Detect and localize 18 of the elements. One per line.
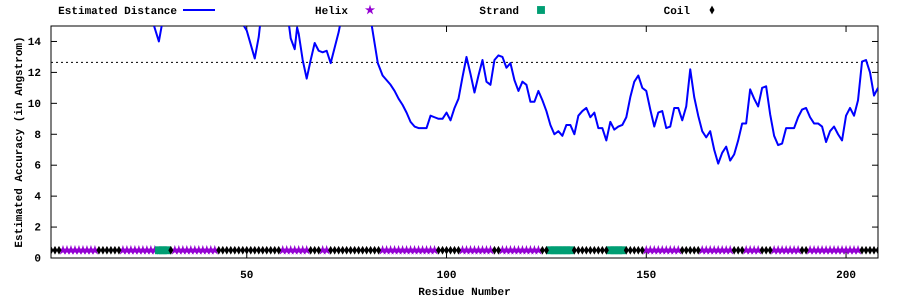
legend-label: Estimated Distance bbox=[58, 6, 178, 18]
y-tick-label: 0 bbox=[34, 254, 41, 266]
y-tick-label: 12 bbox=[28, 68, 41, 80]
legend-label: Strand bbox=[479, 6, 519, 18]
y-tick-label: 14 bbox=[28, 36, 42, 49]
x-tick-label: 200 bbox=[836, 270, 856, 282]
legend-label: Coil bbox=[664, 6, 690, 18]
y-tick-label: 8 bbox=[34, 130, 42, 142]
x-tick-label: 100 bbox=[436, 270, 456, 282]
y-axis-title: Estimated Accuracy (in Angstrom) bbox=[14, 36, 26, 248]
y-tick-label: 4 bbox=[34, 192, 42, 204]
y-tick-label: 6 bbox=[34, 160, 41, 173]
legend-label: Helix bbox=[314, 6, 348, 18]
x-axis-title: Residue Number bbox=[418, 287, 511, 299]
x-tick-label: 150 bbox=[636, 270, 656, 282]
y-tick-label: 2 bbox=[34, 222, 41, 235]
x-tick-label: 50 bbox=[240, 270, 254, 282]
y-tick-label: 10 bbox=[28, 98, 41, 111]
